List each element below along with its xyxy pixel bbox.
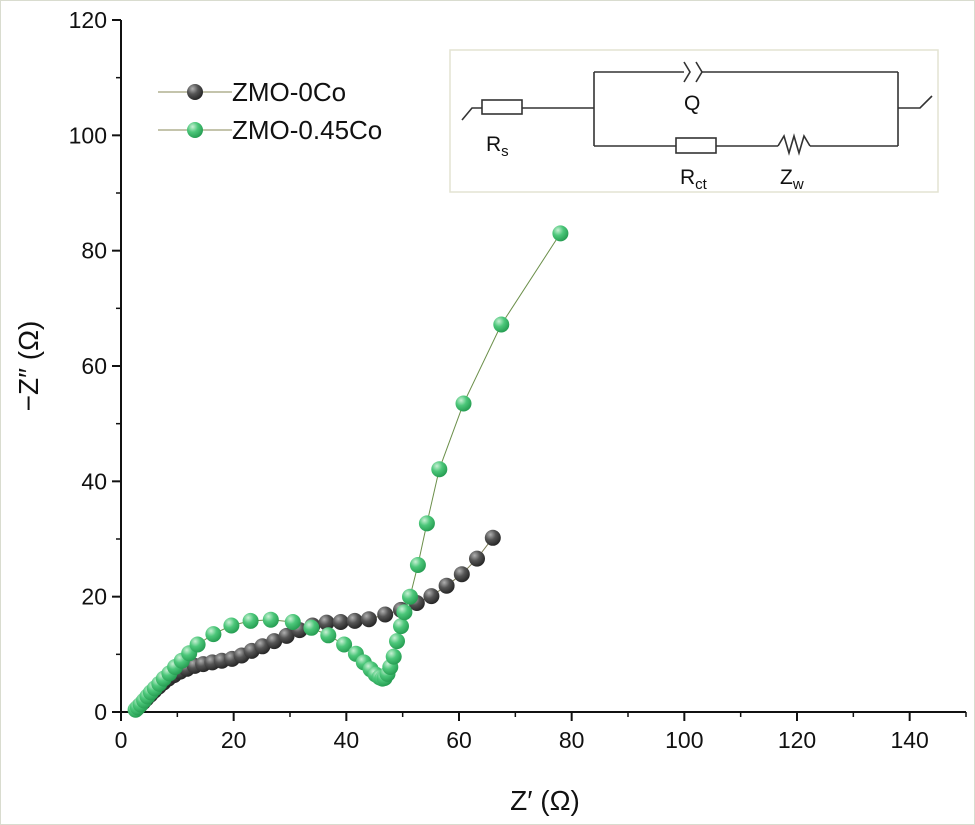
data-point-zmo-0-45co <box>396 604 413 621</box>
x-ticks: 0 20 40 60 80 100 120 140 <box>115 712 967 753</box>
y-tick-label-20: 20 <box>81 584 107 610</box>
data-point-zmo-0co <box>377 606 394 623</box>
legend-item-zmo-045co: ZMO-0.45Co <box>158 115 382 145</box>
data-point-zmo-0-45co <box>431 461 448 478</box>
data-point-zmo-0-45co <box>455 395 472 412</box>
label-zw: Zw <box>780 166 804 193</box>
data-point-zmo-0-45co <box>189 636 206 653</box>
data-point-zmo-0co <box>278 627 295 644</box>
legend: ZMO-0Co ZMO-0.45Co <box>158 77 382 145</box>
data-point-zmo-0co <box>438 577 455 594</box>
resistor-rs-icon <box>481 99 523 115</box>
data-point-zmo-0-45co <box>320 627 337 644</box>
resistor-rct-icon <box>675 137 717 154</box>
data-point-zmo-0co <box>453 566 470 583</box>
x-tick-label-140: 140 <box>890 727 928 753</box>
legend-label-zmo-0co: ZMO-0Co <box>232 77 346 107</box>
x-tick-label-100: 100 <box>665 727 703 753</box>
x-tick-label-80: 80 <box>559 727 585 753</box>
legend-item-zmo-0co: ZMO-0Co <box>158 77 346 107</box>
data-point-zmo-0co <box>318 614 335 631</box>
data-point-zmo-0-45co <box>389 633 405 650</box>
data-point-zmo-0-45co <box>385 648 402 665</box>
svg-text:Rct: Rct <box>680 166 708 193</box>
data-point-zmo-0-45co <box>262 611 279 628</box>
label-rct: Rct <box>680 166 708 193</box>
data-point-zmo-0-45co <box>242 612 259 629</box>
legend-marker-zmo-0co <box>187 84 203 100</box>
x-tick-label-120: 120 <box>778 727 816 753</box>
label-rct-main: R <box>680 166 695 189</box>
label-rct-sub: ct <box>695 176 708 193</box>
y-tick-label-120: 120 <box>69 7 107 33</box>
svg-text:Rs: Rs <box>486 133 509 160</box>
svg-text:Zw: Zw <box>780 166 804 193</box>
label-zw-sub: w <box>792 176 804 193</box>
data-point-zmo-0co <box>423 588 440 605</box>
data-point-zmo-0co <box>266 633 283 650</box>
label-q: Q <box>684 92 700 115</box>
data-point-zmo-0-45co <box>493 316 510 333</box>
y-tick-label-40: 40 <box>81 468 107 494</box>
x-tick-label-60: 60 <box>446 727 472 753</box>
y-axis-label: −Z″ (Ω) <box>13 321 44 412</box>
data-point-zmo-0co <box>346 612 363 629</box>
equivalent-circuit-inset: Rs Q Rct Zw <box>449 49 939 193</box>
circuit-lead-left <box>461 107 482 121</box>
data-point-zmo-0-45co <box>409 557 426 573</box>
x-tick-label-40: 40 <box>334 727 360 753</box>
label-rs-sub: s <box>501 143 509 160</box>
series-points <box>127 225 569 718</box>
data-point-zmo-0co <box>332 614 349 630</box>
data-point-zmo-0co <box>360 611 377 628</box>
data-point-zmo-0-45co <box>284 614 301 630</box>
label-rs-main: R <box>486 133 501 156</box>
circuit-box <box>449 49 939 193</box>
y-tick-label-0: 0 <box>94 699 107 725</box>
legend-label-zmo-045co: ZMO-0.45Co <box>232 115 382 145</box>
label-rs: Rs <box>486 133 509 160</box>
x-tick-label-20: 20 <box>221 727 247 753</box>
x-tick-label-0: 0 <box>115 727 128 753</box>
data-point-zmo-0-45co <box>402 588 418 605</box>
data-point-zmo-0-45co <box>205 626 222 643</box>
data-point-zmo-0co <box>469 550 485 567</box>
y-tick-label-80: 80 <box>81 238 107 264</box>
data-point-zmo-0co <box>484 529 501 546</box>
label-zw-main: Z <box>780 166 793 189</box>
y-tick-label-60: 60 <box>81 353 107 379</box>
x-axis-label: Z′ (Ω) <box>510 785 580 816</box>
y-tick-label-100: 100 <box>69 122 107 148</box>
legend-marker-zmo-045co <box>187 122 203 138</box>
warburg-icon <box>777 133 811 156</box>
circuit-lead-right <box>898 95 933 109</box>
data-point-zmo-0-45co <box>393 618 409 635</box>
data-point-zmo-0-45co <box>552 225 569 242</box>
data-point-zmo-0-45co <box>223 617 240 634</box>
data-point-zmo-0-45co <box>336 636 353 653</box>
data-point-zmo-0-45co <box>418 515 435 532</box>
data-point-zmo-0-45co <box>303 619 320 636</box>
y-ticks: 0 20 40 60 80 100 120 <box>69 7 121 725</box>
